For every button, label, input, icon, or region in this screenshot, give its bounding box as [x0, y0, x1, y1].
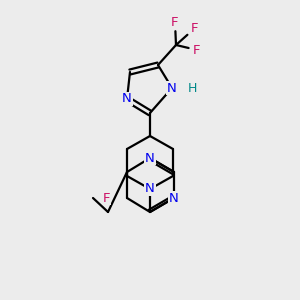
- Text: F: F: [171, 16, 179, 28]
- Text: N: N: [167, 82, 177, 94]
- Text: H: H: [187, 82, 197, 94]
- Text: N: N: [145, 182, 155, 196]
- Text: N: N: [122, 92, 132, 106]
- Text: F: F: [191, 22, 199, 34]
- Text: F: F: [103, 191, 111, 205]
- Text: F: F: [193, 44, 201, 56]
- Text: N: N: [169, 191, 179, 205]
- Text: N: N: [145, 152, 155, 164]
